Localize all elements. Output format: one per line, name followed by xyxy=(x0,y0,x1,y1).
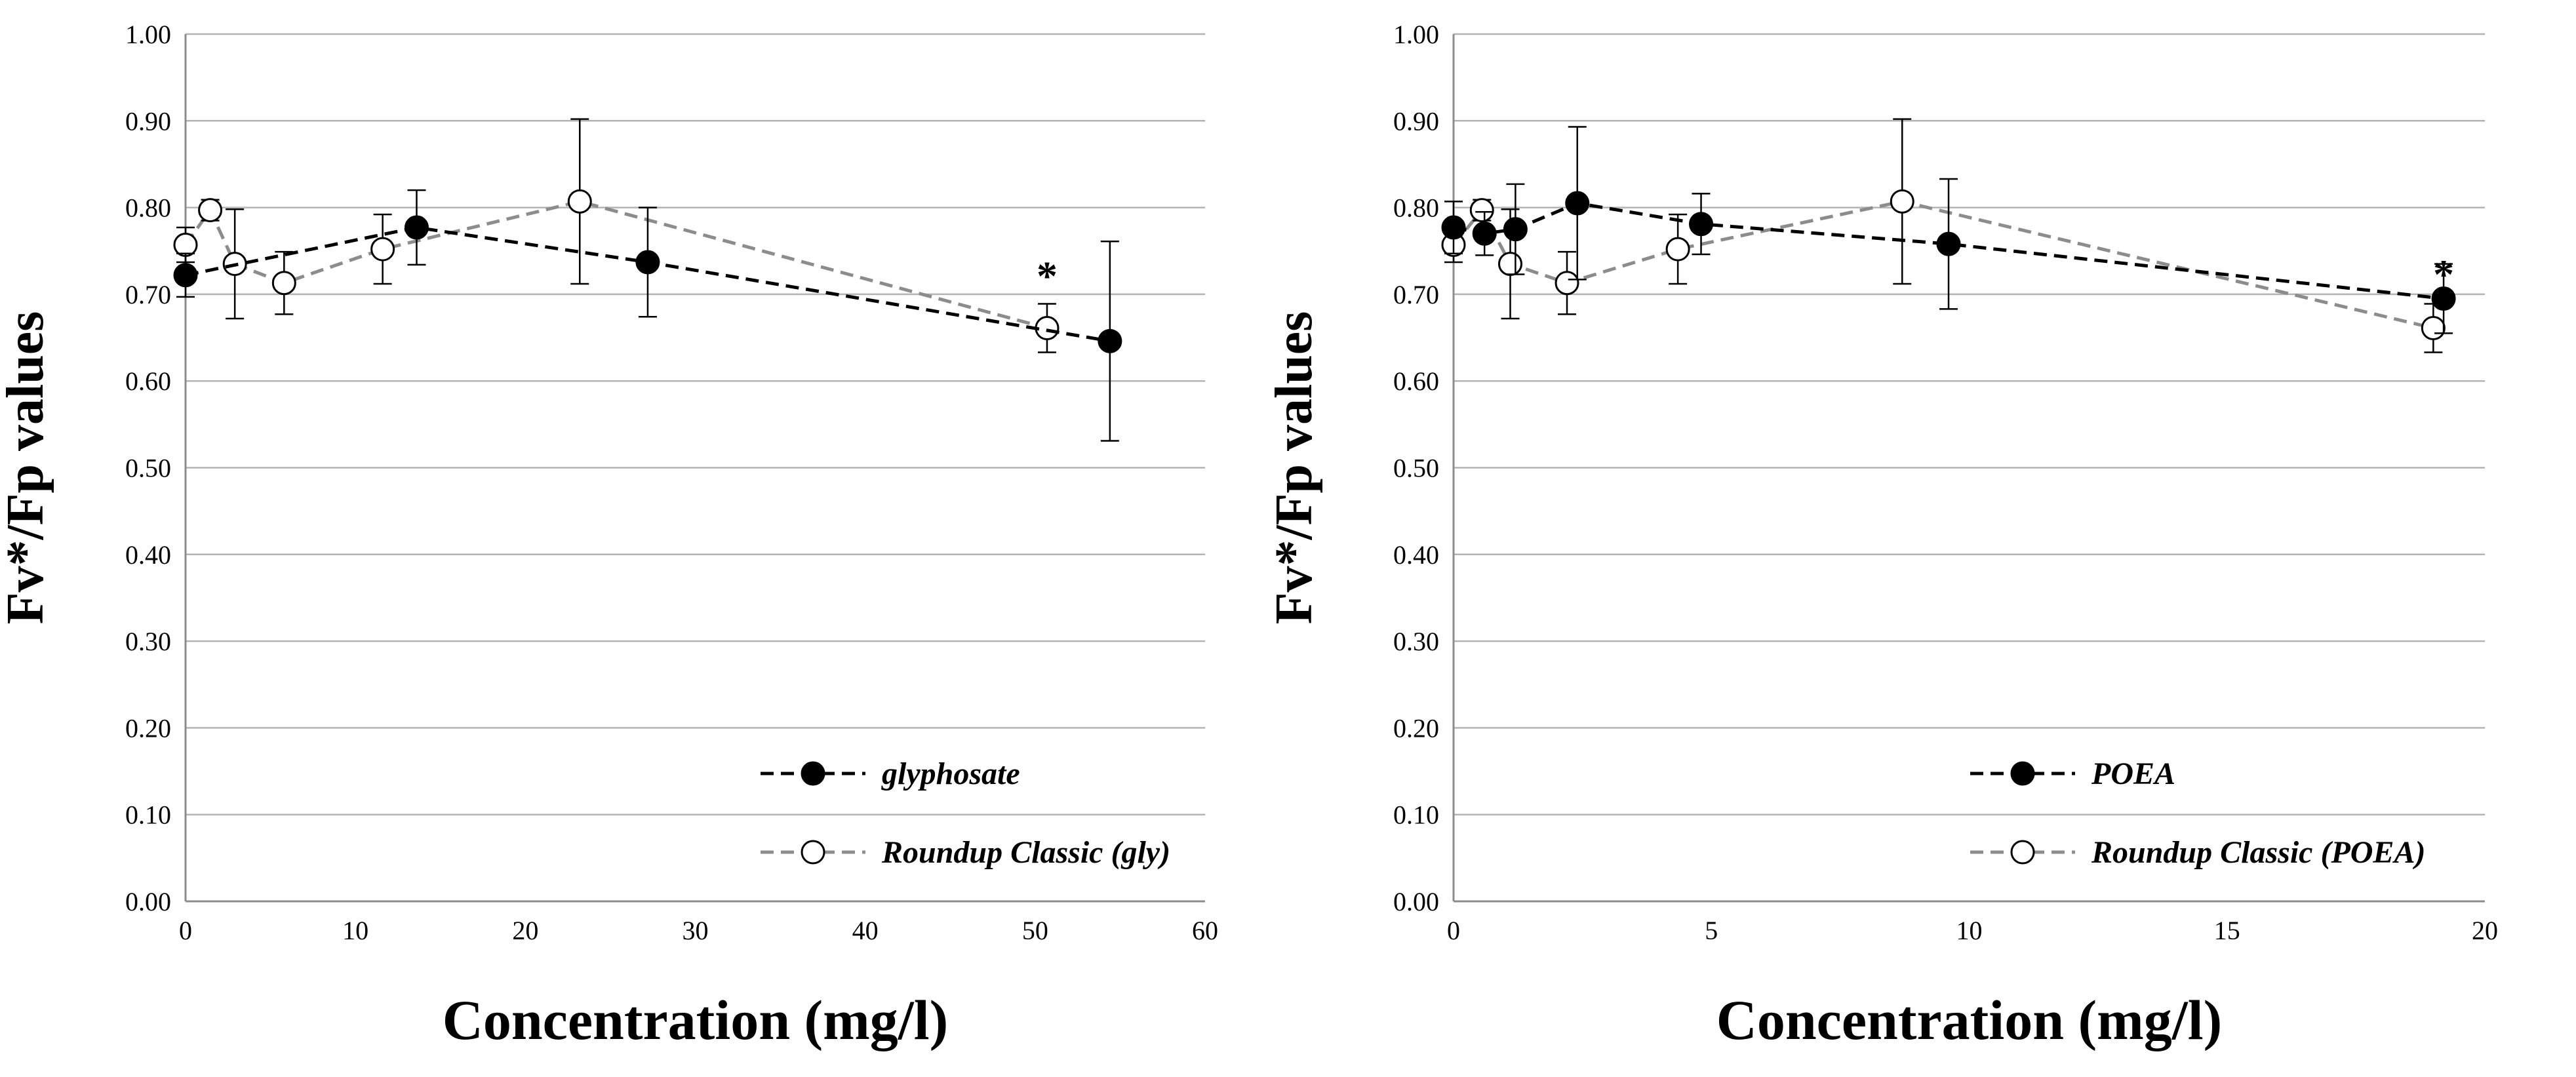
data-point xyxy=(1472,221,1497,246)
x-tick-label: 40 xyxy=(852,916,879,945)
data-point xyxy=(173,263,198,288)
x-tick-label: 60 xyxy=(1192,916,1218,945)
chart-left: 0.00 0.10 0.20 0.30 0.40 0.50 0.60 0.70 0.80 0.90… xyxy=(0,20,1218,1051)
y-tick-label: 0.60 xyxy=(125,366,171,396)
y-tick-label: 0.30 xyxy=(1393,627,1439,656)
x-tick-label: 0 xyxy=(1447,916,1460,945)
data-point xyxy=(2421,315,2446,340)
significance-marker: * xyxy=(2433,251,2454,298)
y-tick-label: 0.20 xyxy=(1393,713,1439,743)
y-tick-label: 0.00 xyxy=(125,887,171,916)
y-tick-label: 1.00 xyxy=(1393,20,1439,49)
data-point xyxy=(1565,191,1590,216)
y-tick-label: 0.50 xyxy=(1393,454,1439,483)
chart-right: 0.00 0.10 0.20 0.30 0.40 0.50 0.60 0.70 0.80 0.90… xyxy=(1265,20,2498,1051)
legend-label-roundup-classic-poea: Roundup Classic (POEA) xyxy=(2091,835,2425,870)
y-tick-label: 0.90 xyxy=(1393,106,1439,136)
y-tick-label: 0.70 xyxy=(125,280,171,309)
data-point xyxy=(635,250,660,275)
data-point xyxy=(370,237,395,262)
data-point xyxy=(567,189,592,214)
data-point xyxy=(173,232,198,257)
y-tick-label: 0.50 xyxy=(125,454,171,483)
x-axis-title: Concentration (mg/l) xyxy=(443,989,948,1051)
data-point xyxy=(1441,215,1466,240)
data-point xyxy=(1689,212,1714,237)
data-point xyxy=(1098,328,1122,353)
x-tick-label: 10 xyxy=(1956,916,1983,945)
y-tick-label: 0.10 xyxy=(125,800,171,830)
legend-label-roundup-classic-gly: Roundup Classic (gly) xyxy=(881,835,1170,870)
y-tick-label: 0.80 xyxy=(1393,193,1439,223)
data-point xyxy=(271,271,296,296)
legend-marker-poea xyxy=(2010,761,2035,786)
legend-marker-roundup-classic-poea xyxy=(2010,840,2035,865)
x-tick-label: 20 xyxy=(512,916,538,945)
data-point xyxy=(1503,217,1528,242)
y-tick-label: 0.00 xyxy=(1393,887,1439,916)
series-line-glyphosate xyxy=(185,225,1111,343)
legend-label-poea: POEA xyxy=(2091,756,2175,791)
y-tick-label: 0.80 xyxy=(125,193,171,223)
legend: POEA Roundup Classic (POEA) xyxy=(1970,756,2425,870)
y-tick-label: 0.20 xyxy=(125,713,171,743)
data-point xyxy=(2431,286,2456,311)
y-tick-label: 0.40 xyxy=(1393,540,1439,570)
x-axis-title: Concentration (mg/l) xyxy=(1716,989,2222,1051)
significance-marker: * xyxy=(1037,253,1058,300)
legend-label-glyphosate: glyphosate xyxy=(881,756,1020,791)
y-tick-label: 0.10 xyxy=(1393,800,1439,830)
data-point xyxy=(1555,271,1579,296)
y-axis-title: Fv*/Fp values xyxy=(1265,311,1323,625)
y-tick-label: 0.40 xyxy=(125,540,171,570)
y-tick-label: 1.00 xyxy=(125,20,171,49)
x-tick-label: 20 xyxy=(2472,916,2498,945)
data-point xyxy=(1469,198,1494,223)
x-tick-label: 5 xyxy=(1705,916,1718,945)
y-tick-label: 0.60 xyxy=(1393,366,1439,396)
x-tick-label: 50 xyxy=(1022,916,1048,945)
data-point xyxy=(1498,252,1523,277)
x-tick-label: 15 xyxy=(2214,916,2240,945)
x-tick-label: 10 xyxy=(342,916,368,945)
y-axis-title: Fv*/Fp values xyxy=(0,311,54,625)
data-point xyxy=(404,215,429,240)
x-tick-label: 30 xyxy=(683,916,709,945)
legend-marker-glyphosate xyxy=(801,761,825,786)
data-point xyxy=(198,198,223,223)
legend-marker-roundup-classic-gly xyxy=(801,840,825,865)
data-point xyxy=(1936,231,1961,256)
y-tick-label: 0.90 xyxy=(125,106,171,136)
y-tick-label: 0.70 xyxy=(1393,280,1439,309)
legend: glyphosate Roundup Classic (gly) xyxy=(761,756,1170,870)
series-glyphosate xyxy=(173,189,1122,442)
series-roundup-classic-poea xyxy=(1441,118,2446,353)
series-roundup-classic-gly xyxy=(173,118,1060,353)
data-point xyxy=(1890,189,1914,214)
x-tick-label: 0 xyxy=(179,916,192,945)
series-poea xyxy=(1441,126,2456,334)
y-tick-label: 0.30 xyxy=(125,627,171,656)
data-point xyxy=(1665,237,1690,262)
